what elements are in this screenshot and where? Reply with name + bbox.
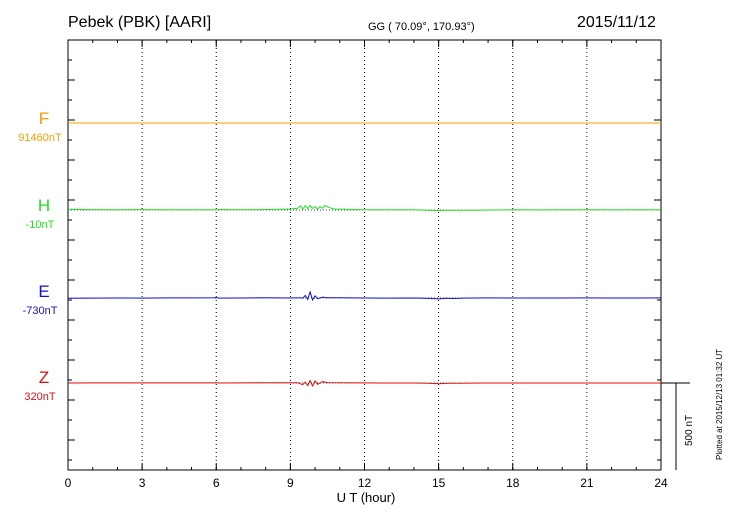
x-tick-label: 12	[358, 476, 372, 490]
trace-z	[67, 379, 661, 388]
component-label-z: Z	[39, 368, 49, 387]
x-tick-label: 18	[506, 476, 520, 490]
trace-h	[67, 204, 662, 212]
scale-bar-label: 500 nT	[684, 415, 695, 446]
x-tick-label: 15	[432, 476, 446, 490]
grid	[141, 40, 588, 470]
coordinates-label: GG ( 70.09°, 170.93°)	[368, 21, 475, 33]
x-tick-label: 3	[139, 476, 146, 490]
baseline-value-f: 91460nT	[18, 132, 62, 144]
date-label: 2015/11/12	[577, 14, 656, 31]
x-tick-label: 24	[654, 476, 668, 490]
x-tick-label: 0	[65, 476, 72, 490]
x-tick-label: 21	[580, 476, 594, 490]
component-label-h: H	[38, 196, 50, 215]
station-title: Pebek (PBK) [AARI]	[68, 14, 211, 31]
trace-e	[67, 290, 662, 302]
x-axis-title: U T (hour)	[337, 490, 396, 505]
traces	[67, 122, 662, 388]
x-tick-labels: 0 3 6 9 12 15 18 21 24	[65, 476, 668, 490]
baseline-value-z: 320nT	[24, 391, 55, 403]
axis-ticks	[67, 39, 662, 470]
scale-bar: 500 nT	[661, 382, 695, 470]
baseline-value-e: -730nT	[23, 305, 58, 317]
x-tick-label: 6	[213, 476, 220, 490]
x-tick-label: 9	[287, 476, 294, 490]
component-label-e: E	[38, 282, 49, 301]
plotted-at-note: Plotted at 2015/12/13 01:32 UT	[715, 349, 724, 460]
baseline-value-h: -10nT	[26, 219, 55, 231]
component-labels: F 91460nT H -10nT E -730nT Z 320nT	[18, 109, 62, 403]
component-label-f: F	[39, 109, 49, 128]
